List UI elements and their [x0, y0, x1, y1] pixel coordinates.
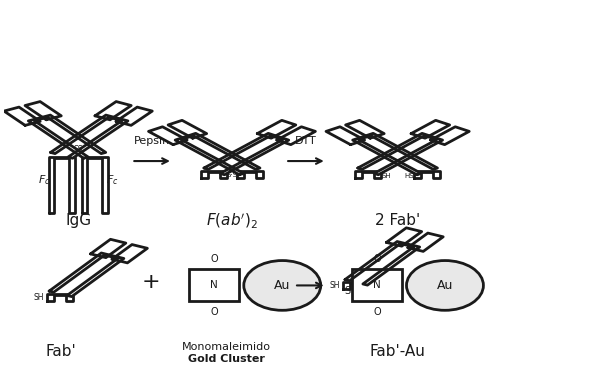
Text: O: O	[373, 307, 381, 317]
Text: Au: Au	[274, 279, 290, 292]
Text: DTT: DTT	[295, 136, 317, 146]
Polygon shape	[25, 102, 61, 120]
Polygon shape	[49, 157, 74, 213]
Text: Monomaleimido: Monomaleimido	[182, 342, 271, 352]
Polygon shape	[82, 157, 108, 213]
Polygon shape	[411, 120, 449, 138]
Polygon shape	[358, 133, 443, 175]
Text: O: O	[211, 254, 218, 264]
Text: N: N	[211, 280, 218, 291]
Bar	[190, 269, 239, 301]
Text: S·S: S·S	[226, 172, 238, 178]
Polygon shape	[431, 127, 469, 145]
Text: 2 Fab': 2 Fab'	[375, 213, 420, 228]
Polygon shape	[95, 102, 131, 120]
Text: SH: SH	[34, 293, 44, 302]
Text: O: O	[211, 307, 218, 317]
Polygon shape	[346, 120, 384, 138]
Polygon shape	[50, 115, 128, 158]
Polygon shape	[204, 133, 289, 175]
Text: SS: SS	[73, 145, 83, 154]
Text: SH: SH	[330, 281, 340, 290]
Polygon shape	[4, 107, 40, 126]
Polygon shape	[236, 171, 263, 178]
Text: Gold Cluster: Gold Cluster	[188, 353, 265, 364]
Polygon shape	[257, 120, 296, 138]
Text: $F_c$: $F_c$	[38, 173, 50, 187]
Text: $F_c$: $F_c$	[106, 173, 118, 187]
Polygon shape	[326, 127, 365, 145]
Text: +: +	[142, 272, 160, 292]
Polygon shape	[277, 127, 316, 145]
Polygon shape	[345, 242, 419, 285]
Polygon shape	[355, 171, 381, 178]
Polygon shape	[116, 107, 152, 126]
Polygon shape	[49, 253, 124, 297]
Polygon shape	[28, 115, 106, 158]
Polygon shape	[47, 294, 73, 301]
Polygon shape	[408, 233, 443, 251]
Text: Fab': Fab'	[45, 344, 76, 359]
Polygon shape	[414, 171, 440, 178]
Text: HS: HS	[404, 172, 414, 179]
Text: SH: SH	[381, 172, 391, 179]
Bar	[352, 269, 402, 301]
Polygon shape	[353, 133, 437, 175]
Polygon shape	[386, 228, 422, 246]
Text: O: O	[373, 254, 381, 264]
Polygon shape	[343, 282, 369, 289]
Polygon shape	[91, 239, 126, 258]
Circle shape	[244, 260, 321, 310]
Text: S: S	[344, 286, 350, 296]
Polygon shape	[201, 171, 227, 178]
Circle shape	[407, 260, 484, 310]
Polygon shape	[168, 120, 206, 138]
Polygon shape	[175, 133, 260, 175]
Polygon shape	[112, 244, 148, 263]
Polygon shape	[149, 127, 187, 145]
Text: Au: Au	[437, 279, 453, 292]
Text: $F(ab')_2$: $F(ab')_2$	[206, 211, 258, 230]
Text: IgG: IgG	[65, 213, 91, 228]
Text: Pepsin: Pepsin	[134, 136, 170, 146]
Text: Fab'-Au: Fab'-Au	[370, 344, 425, 359]
Text: N: N	[373, 280, 381, 291]
